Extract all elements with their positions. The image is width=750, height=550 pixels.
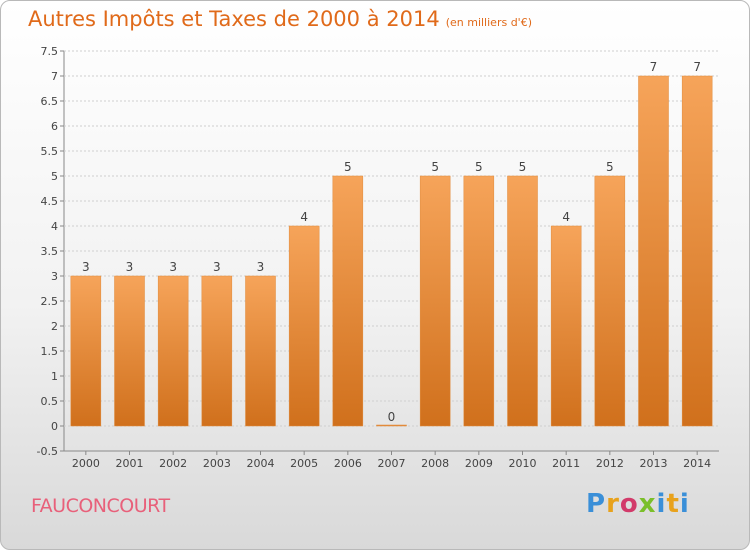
bar bbox=[376, 424, 407, 427]
bar bbox=[681, 75, 713, 427]
bar bbox=[114, 275, 145, 427]
proxiti-logo: Proxiti bbox=[586, 489, 690, 519]
y-tick-label: 5.5 bbox=[41, 145, 59, 158]
commune-name: FAUCONCOURT bbox=[31, 495, 170, 517]
data-label: 0 bbox=[388, 410, 396, 424]
x-tick-label: 2011 bbox=[552, 457, 580, 470]
bar bbox=[157, 275, 189, 427]
x-tick-label: 2003 bbox=[203, 457, 231, 470]
x-tick-label: 2000 bbox=[72, 457, 100, 470]
unit-label: (en milliers d'€) bbox=[445, 16, 532, 29]
data-label: 3 bbox=[126, 260, 134, 274]
data-label: 3 bbox=[257, 260, 265, 274]
y-tick-label: 4.5 bbox=[41, 195, 59, 208]
x-tick-label: 2006 bbox=[334, 457, 362, 470]
y-tick-label: 6.5 bbox=[41, 95, 59, 108]
data-label: 5 bbox=[475, 160, 483, 174]
y-tick-label: 3.5 bbox=[41, 245, 59, 258]
data-label: 7 bbox=[650, 60, 658, 74]
x-tick-label: 2004 bbox=[247, 457, 275, 470]
bar bbox=[332, 175, 364, 427]
bar bbox=[70, 275, 102, 427]
y-tick-label: 0.5 bbox=[41, 395, 59, 408]
x-tick-label: 2008 bbox=[421, 457, 449, 470]
y-tick-label: 1.5 bbox=[41, 345, 59, 358]
y-tick-label: 0 bbox=[51, 420, 58, 433]
data-label: 4 bbox=[562, 210, 570, 224]
data-label: 5 bbox=[431, 160, 439, 174]
x-tick-label: 2001 bbox=[116, 457, 144, 470]
data-label: 3 bbox=[82, 260, 90, 274]
bar bbox=[419, 175, 451, 427]
y-tick-label: 5 bbox=[51, 170, 58, 183]
bar bbox=[201, 275, 233, 427]
y-tick-label: 7 bbox=[51, 70, 58, 83]
data-label: 5 bbox=[519, 160, 527, 174]
x-tick-label: 2010 bbox=[509, 457, 537, 470]
bar bbox=[507, 175, 538, 427]
bar bbox=[550, 225, 582, 427]
x-tick-label: 2005 bbox=[290, 457, 318, 470]
y-tick-label: 6 bbox=[51, 120, 58, 133]
y-tick-label: 7.5 bbox=[41, 45, 59, 58]
x-tick-label: 2007 bbox=[378, 457, 406, 470]
y-tick-label: -0.5 bbox=[37, 445, 58, 458]
y-tick-label: 4 bbox=[51, 220, 58, 233]
x-tick-label: 2013 bbox=[640, 457, 668, 470]
y-tick-label: 2.5 bbox=[41, 295, 59, 308]
data-label: 4 bbox=[300, 210, 308, 224]
y-tick-label: 1 bbox=[51, 370, 58, 383]
x-tick-label: 2012 bbox=[596, 457, 624, 470]
y-tick-label: 2 bbox=[51, 320, 58, 333]
x-tick-label: 2009 bbox=[465, 457, 493, 470]
bar bbox=[638, 75, 669, 427]
x-tick-label: 2014 bbox=[683, 457, 711, 470]
data-label: 7 bbox=[693, 60, 701, 74]
bar bbox=[288, 225, 320, 427]
bar bbox=[463, 175, 495, 427]
chart-title: Autres Impôts et Taxes de 2000 à 2014 (en… bbox=[28, 7, 532, 31]
data-label: 3 bbox=[213, 260, 221, 274]
data-label: 5 bbox=[606, 160, 614, 174]
data-label: 3 bbox=[169, 260, 177, 274]
data-label: 5 bbox=[344, 160, 352, 174]
title-text: Autres Impôts et Taxes de 2000 à 2014 bbox=[28, 7, 440, 31]
bar bbox=[594, 175, 626, 427]
bar bbox=[245, 275, 276, 427]
x-tick-label: 2002 bbox=[159, 457, 187, 470]
y-tick-label: 3 bbox=[51, 270, 58, 283]
